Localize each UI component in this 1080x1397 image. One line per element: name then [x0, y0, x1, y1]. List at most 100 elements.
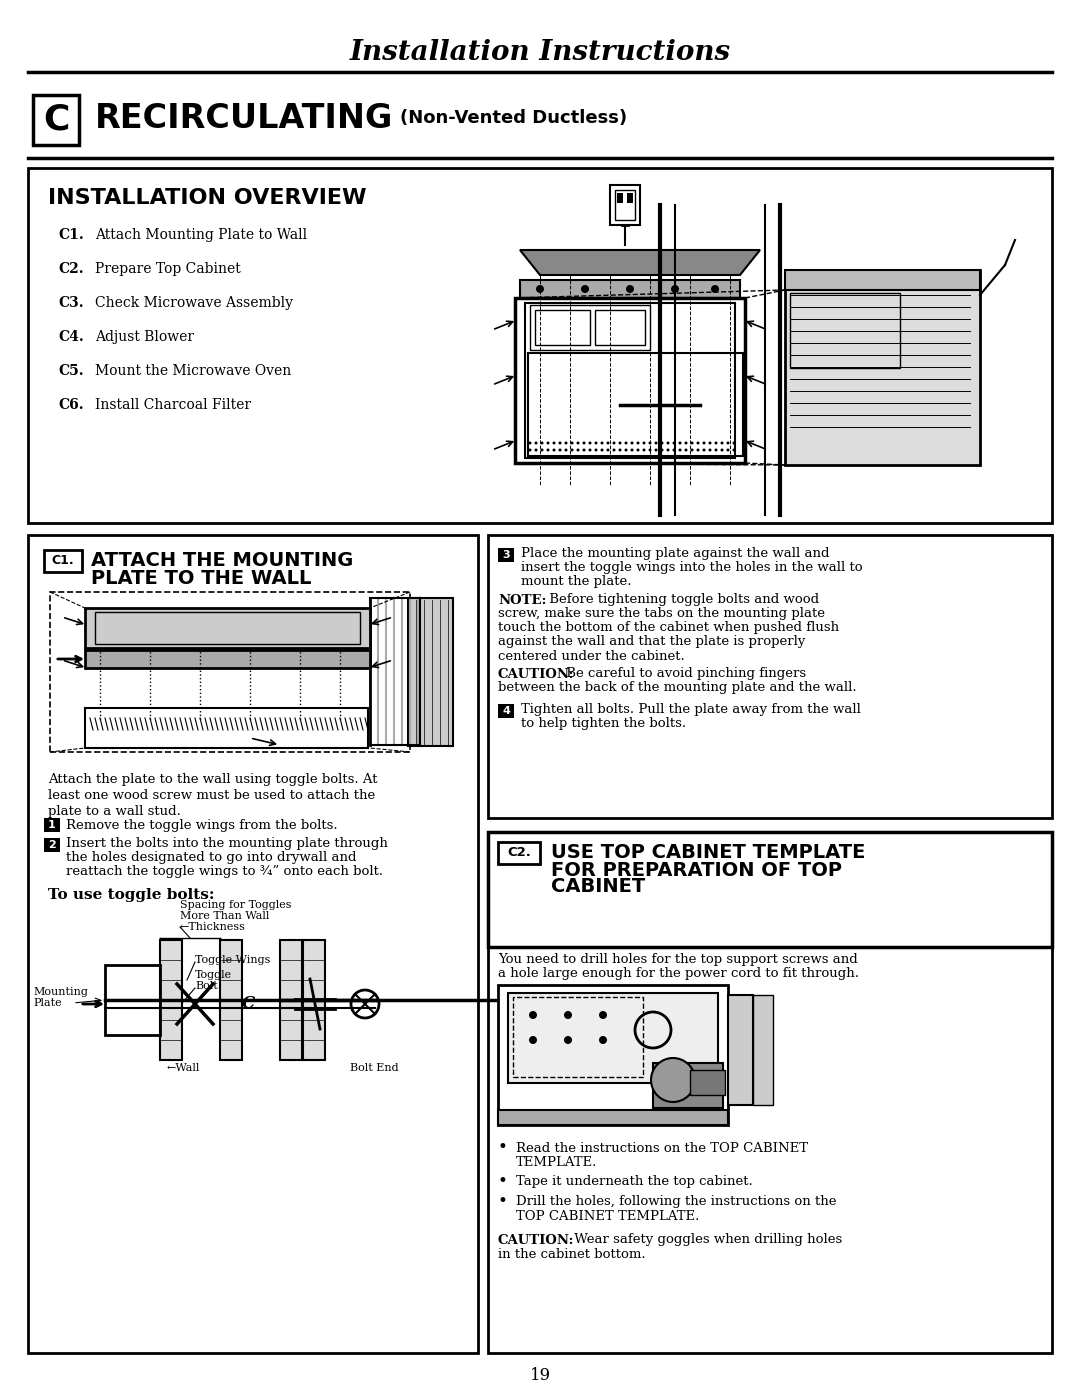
Bar: [653, 1063, 723, 1108]
Text: reattach the toggle wings to ¾” onto each bolt.: reattach the toggle wings to ¾” onto eac…: [66, 865, 383, 877]
Circle shape: [732, 455, 735, 458]
Text: Attach the plate to the wall using toggle bolts. At: Attach the plate to the wall using toggl…: [48, 773, 378, 787]
Text: •: •: [498, 1173, 508, 1190]
Bar: [85, 650, 370, 668]
Bar: [488, 535, 1052, 819]
Circle shape: [732, 441, 735, 444]
Bar: [28, 168, 1052, 522]
Text: the holes designated to go into drywall and: the holes designated to go into drywall …: [66, 851, 356, 863]
Text: You need to drill holes for the top support screws and: You need to drill holes for the top supp…: [498, 954, 858, 967]
Text: (Non-Vented Ductless): (Non-Vented Ductless): [400, 109, 627, 127]
Circle shape: [636, 448, 639, 451]
Circle shape: [577, 455, 580, 458]
Bar: [528, 353, 743, 455]
Circle shape: [720, 455, 724, 458]
Bar: [610, 184, 640, 225]
Text: C6.: C6.: [58, 398, 83, 412]
Circle shape: [685, 448, 688, 451]
Circle shape: [648, 455, 651, 458]
Bar: [627, 193, 633, 203]
Bar: [785, 270, 980, 465]
Circle shape: [589, 455, 592, 458]
Circle shape: [546, 448, 550, 451]
Circle shape: [732, 448, 735, 451]
Text: ←Thickness: ←Thickness: [180, 922, 246, 932]
Circle shape: [528, 448, 531, 451]
Circle shape: [626, 285, 634, 293]
Bar: [85, 608, 370, 648]
Circle shape: [697, 441, 700, 444]
Circle shape: [599, 1011, 607, 1018]
Circle shape: [715, 441, 717, 444]
Bar: [498, 704, 514, 718]
Circle shape: [702, 455, 705, 458]
Text: insert the toggle wings into the holes in the wall to: insert the toggle wings into the holes i…: [521, 562, 863, 574]
Text: Wear safety goggles when drilling holes: Wear safety goggles when drilling holes: [570, 1234, 842, 1246]
Text: ATTACH THE MOUNTING: ATTACH THE MOUNTING: [91, 550, 353, 570]
Bar: [785, 270, 980, 291]
Circle shape: [702, 441, 705, 444]
Circle shape: [612, 441, 616, 444]
Circle shape: [697, 448, 700, 451]
Bar: [105, 965, 160, 1035]
Bar: [535, 310, 590, 345]
Circle shape: [643, 441, 646, 444]
Bar: [530, 305, 650, 351]
Text: Check Microwave Assembly: Check Microwave Assembly: [95, 296, 293, 310]
Text: Plate: Plate: [33, 997, 62, 1009]
Circle shape: [708, 455, 712, 458]
Bar: [33, 95, 79, 145]
Text: C5.: C5.: [58, 365, 83, 379]
Bar: [85, 708, 368, 747]
Circle shape: [715, 455, 717, 458]
Circle shape: [654, 448, 658, 451]
Bar: [95, 612, 360, 644]
Circle shape: [648, 441, 651, 444]
Circle shape: [619, 448, 621, 451]
Text: •: •: [498, 1140, 508, 1157]
Circle shape: [673, 441, 675, 444]
Circle shape: [582, 441, 585, 444]
Text: 3: 3: [502, 550, 510, 560]
Text: Installation Instructions: Installation Instructions: [350, 39, 730, 66]
Circle shape: [720, 441, 724, 444]
Circle shape: [528, 455, 531, 458]
Bar: [615, 190, 635, 219]
Circle shape: [594, 448, 597, 451]
Text: C2.: C2.: [58, 263, 83, 277]
Text: Spacing for Toggles: Spacing for Toggles: [180, 900, 292, 909]
Bar: [488, 833, 1052, 947]
Text: plate to a wall stud.: plate to a wall stud.: [48, 805, 180, 819]
Circle shape: [553, 441, 555, 444]
Text: FOR PREPARATION OF TOP: FOR PREPARATION OF TOP: [551, 861, 842, 880]
Circle shape: [540, 441, 543, 444]
Text: least one wood screw must be used to attach the: least one wood screw must be used to att…: [48, 789, 375, 802]
Bar: [617, 193, 623, 203]
Circle shape: [607, 441, 609, 444]
Circle shape: [546, 455, 550, 458]
Circle shape: [612, 455, 616, 458]
Circle shape: [582, 448, 585, 451]
Circle shape: [589, 448, 592, 451]
Text: •: •: [498, 1193, 508, 1210]
Circle shape: [654, 455, 658, 458]
Bar: [753, 995, 773, 1105]
Text: Read the instructions on the TOP CABINET: Read the instructions on the TOP CABINET: [516, 1141, 808, 1154]
Text: Tighten all bolts. Pull the plate away from the wall: Tighten all bolts. Pull the plate away f…: [521, 704, 861, 717]
Circle shape: [528, 441, 531, 444]
Circle shape: [666, 455, 670, 458]
Text: C1.: C1.: [58, 228, 84, 242]
Circle shape: [558, 455, 562, 458]
Bar: [220, 940, 242, 1060]
Text: 19: 19: [529, 1366, 551, 1383]
Circle shape: [607, 448, 609, 451]
Text: Be careful to avoid pinching fingers: Be careful to avoid pinching fingers: [562, 668, 806, 680]
Circle shape: [607, 455, 609, 458]
Circle shape: [685, 455, 688, 458]
Text: Bolt: Bolt: [195, 981, 218, 990]
Circle shape: [702, 448, 705, 451]
Circle shape: [643, 448, 646, 451]
Text: C: C: [43, 103, 69, 137]
Text: Tape it underneath the top cabinet.: Tape it underneath the top cabinet.: [516, 1175, 753, 1189]
Circle shape: [570, 455, 573, 458]
